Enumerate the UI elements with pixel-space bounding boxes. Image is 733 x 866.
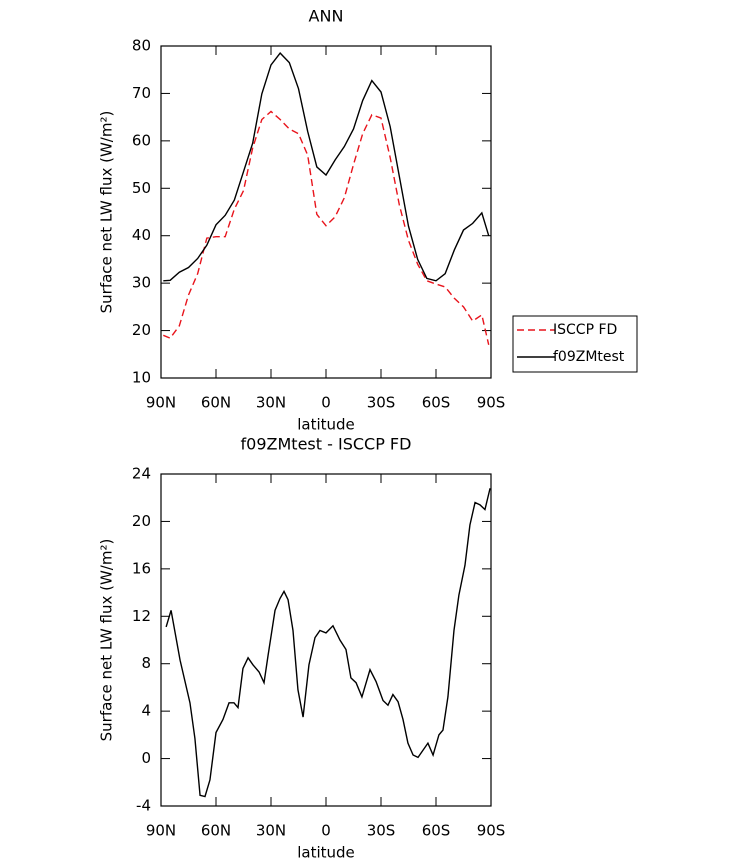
x-tick-label: 90N xyxy=(146,394,176,412)
x-axis-label: latitude xyxy=(297,416,355,434)
y-tick-label: 30 xyxy=(132,274,151,292)
line-series xyxy=(163,110,490,345)
y-tick-label: 24 xyxy=(132,465,151,483)
x-tick-label: 90N xyxy=(146,822,176,840)
x-tick-label: 30S xyxy=(367,394,396,412)
x-tick-label: 60S xyxy=(422,394,451,412)
y-tick-label: 40 xyxy=(132,226,151,244)
chart-title: f09ZMtest - ISCCP FD xyxy=(241,435,412,454)
legend-box xyxy=(512,315,638,373)
y-tick-label: 16 xyxy=(132,559,151,577)
plot-frame xyxy=(160,473,492,807)
x-tick-label: 90S xyxy=(477,822,506,840)
x-tick-label: 0 xyxy=(321,394,331,412)
x-tick-label: 90S xyxy=(477,394,506,412)
y-tick-label: 60 xyxy=(132,131,151,149)
y-tick-label: 20 xyxy=(132,321,151,339)
y-tick-label: 0 xyxy=(141,749,151,767)
y-tick-label: 8 xyxy=(141,654,151,672)
line-series xyxy=(165,488,491,798)
y-axis-label: Surface net LW flux (W/m²) xyxy=(98,539,116,742)
x-tick-label: 30S xyxy=(367,822,396,840)
legend-label: ISCCP FD xyxy=(553,322,617,338)
x-tick-label: 60S xyxy=(422,822,451,840)
x-tick-label: 0 xyxy=(321,822,331,840)
y-tick-label: 20 xyxy=(132,512,151,530)
y-tick-label: 70 xyxy=(132,84,151,102)
chart-title: ANN xyxy=(309,7,344,26)
y-tick-label: 50 xyxy=(132,179,151,197)
y-tick-label: -4 xyxy=(136,797,151,815)
x-tick-label: 30N xyxy=(256,822,286,840)
legend-label: f09ZMtest xyxy=(553,349,625,365)
x-axis-label: latitude xyxy=(297,844,355,862)
x-tick-label: 60N xyxy=(201,822,231,840)
y-tick-label: 12 xyxy=(132,607,151,625)
line-series xyxy=(163,52,490,282)
y-axis-label: Surface net LW flux (W/m²) xyxy=(98,111,116,314)
x-tick-label: 60N xyxy=(201,394,231,412)
y-tick-label: 4 xyxy=(141,702,151,720)
x-tick-label: 30N xyxy=(256,394,286,412)
y-tick-label: 80 xyxy=(132,37,151,55)
y-tick-label: 10 xyxy=(132,369,151,387)
plot-frame xyxy=(160,45,492,379)
